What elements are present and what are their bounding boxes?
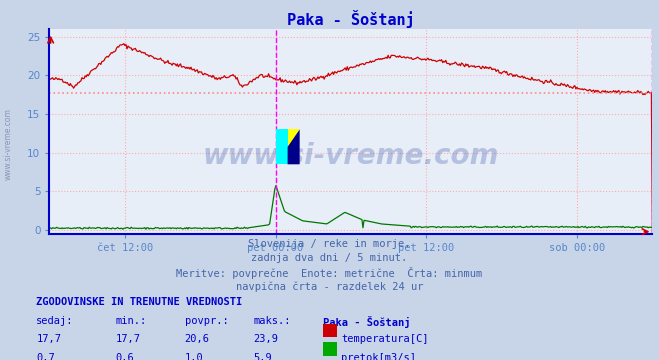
Text: 20,6: 20,6 <box>185 334 210 345</box>
Text: 23,9: 23,9 <box>254 334 279 345</box>
Text: Slovenija / reke in morje.
zadnja dva dni / 5 minut.
Meritve: povprečne  Enote: : Slovenija / reke in morje. zadnja dva dn… <box>177 239 482 292</box>
Text: 0,6: 0,6 <box>115 353 134 360</box>
Text: www.si-vreme.com: www.si-vreme.com <box>3 108 13 180</box>
Text: Paka - Šoštanj: Paka - Šoštanj <box>323 316 411 328</box>
Polygon shape <box>275 130 287 164</box>
Text: sedaj:: sedaj: <box>36 316 74 326</box>
Text: maks.:: maks.: <box>254 316 291 326</box>
Text: pretok[m3/s]: pretok[m3/s] <box>341 353 416 360</box>
Text: min.:: min.: <box>115 316 146 326</box>
Text: povpr.:: povpr.: <box>185 316 228 326</box>
Polygon shape <box>287 130 300 164</box>
Text: 0,7: 0,7 <box>36 353 55 360</box>
Polygon shape <box>287 130 300 147</box>
Text: 1,0: 1,0 <box>185 353 203 360</box>
Title: Paka - Šoštanj: Paka - Šoštanj <box>287 10 415 28</box>
Text: 17,7: 17,7 <box>115 334 140 345</box>
Text: www.si-vreme.com: www.si-vreme.com <box>203 142 499 170</box>
Text: ZGODOVINSKE IN TRENUTNE VREDNOSTI: ZGODOVINSKE IN TRENUTNE VREDNOSTI <box>36 297 243 307</box>
Text: temperatura[C]: temperatura[C] <box>341 334 429 345</box>
Text: 5,9: 5,9 <box>254 353 272 360</box>
Text: 17,7: 17,7 <box>36 334 61 345</box>
